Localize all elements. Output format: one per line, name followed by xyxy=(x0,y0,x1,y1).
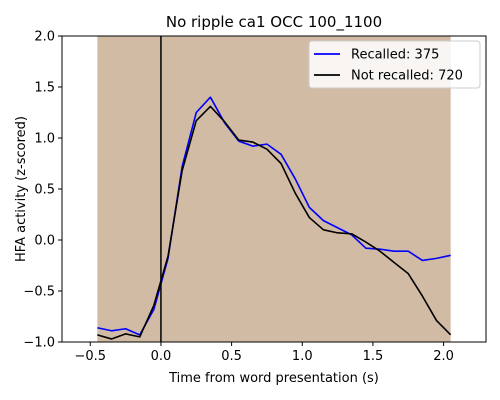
x-tick-label: 2.0 xyxy=(433,349,454,364)
y-tick-label: 0.0 xyxy=(34,234,55,249)
y-tick-label: −1.0 xyxy=(23,336,55,351)
y-tick-label: −0.5 xyxy=(23,285,55,300)
y-axis-label: HFA activity (z-scored) xyxy=(14,116,29,262)
y-tick-label: 1.0 xyxy=(34,132,55,147)
x-tick-label: −0.5 xyxy=(74,349,106,364)
x-tick-label: 0.5 xyxy=(221,349,242,364)
legend-label: Not recalled: 720 xyxy=(351,69,463,84)
y-tick-label: 1.5 xyxy=(34,81,55,96)
x-tick-label: 0.0 xyxy=(151,349,172,364)
legend-label: Recalled: 375 xyxy=(351,48,439,63)
y-tick-label: 0.5 xyxy=(34,183,55,198)
x-tick-label: 1.0 xyxy=(292,349,313,364)
legend: Recalled: 375 Not recalled: 720 xyxy=(309,41,480,88)
chart-title: No ripple ca1 OCC 100_1100 xyxy=(166,13,382,32)
y-tick-label: 2.0 xyxy=(34,30,55,45)
x-axis-label: Time from word presentation (s) xyxy=(168,371,379,386)
x-tick-label: 1.5 xyxy=(363,349,384,364)
